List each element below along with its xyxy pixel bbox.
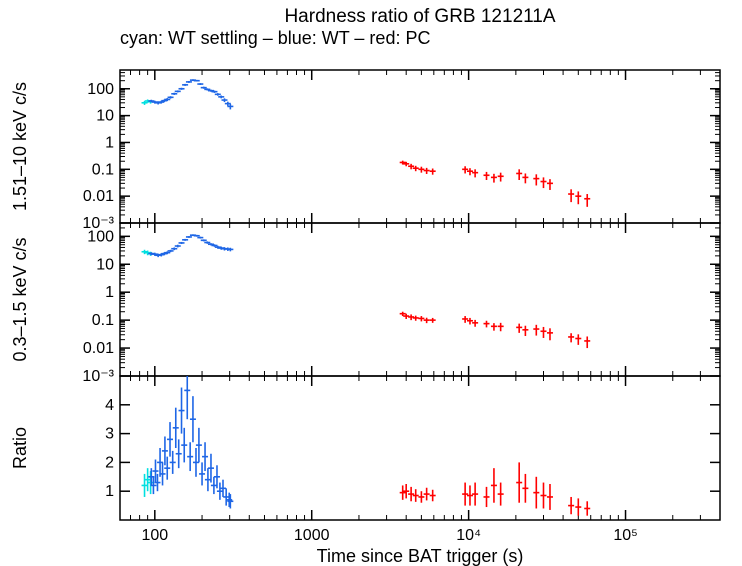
ytick-ratio-2: 3 xyxy=(105,426,114,443)
ytick-soft-4: 10 xyxy=(96,256,114,273)
ytick-hard-3: 1 xyxy=(105,134,114,151)
hardness-chart: Hardness ratio of GRB 121211Acyan: WT se… xyxy=(0,0,742,566)
ylabel-soft: 0.3–1.5 keV c/s xyxy=(10,237,30,361)
xtick-1: 1000 xyxy=(294,527,330,544)
ytick-ratio-3: 4 xyxy=(105,397,114,414)
ytick-hard-1: 0.01 xyxy=(83,188,114,205)
xtick-3: 10⁵ xyxy=(613,527,637,544)
ytick-hard-5: 100 xyxy=(87,81,114,98)
ytick-hard-2: 0.1 xyxy=(92,161,114,178)
ytick-hard-4: 10 xyxy=(96,108,114,125)
ytick-ratio-1: 2 xyxy=(105,454,114,471)
ytick-ratio-0: 1 xyxy=(105,483,114,500)
xtick-0: 100 xyxy=(141,527,168,544)
xlabel: Time since BAT trigger (s) xyxy=(317,546,524,566)
ytick-soft-0: 10⁻³ xyxy=(82,368,114,385)
ytick-soft-2: 0.1 xyxy=(92,312,114,329)
ylabel-hard: 1.51–10 keV c/s xyxy=(10,82,30,211)
ylabel-ratio: Ratio xyxy=(10,427,30,469)
chart-subtitle: cyan: WT settling – blue: WT – red: PC xyxy=(120,28,430,48)
ytick-soft-5: 100 xyxy=(87,228,114,245)
ytick-soft-3: 1 xyxy=(105,284,114,301)
ytick-soft-1: 0.01 xyxy=(83,340,114,357)
chart-title: Hardness ratio of GRB 121211A xyxy=(284,6,555,27)
xtick-2: 10⁴ xyxy=(456,527,481,544)
